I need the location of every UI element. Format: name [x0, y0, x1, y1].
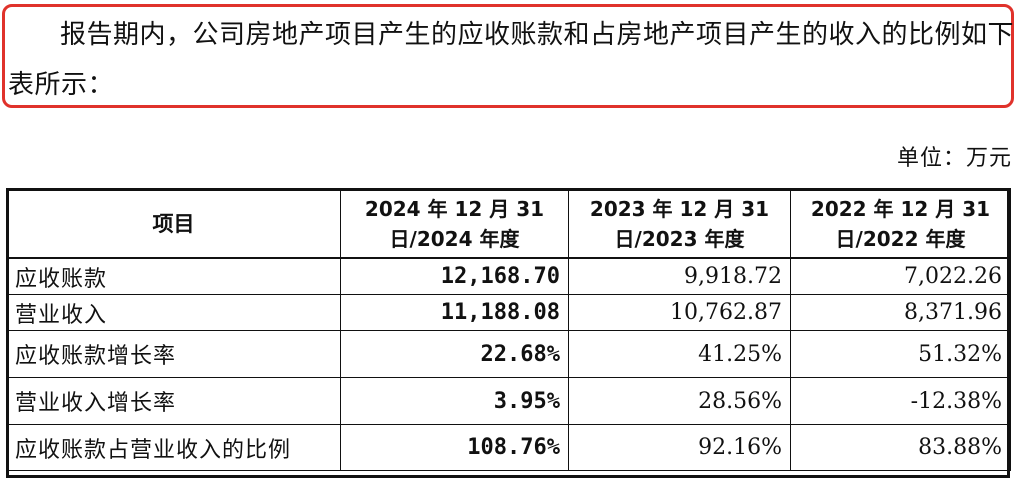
cell-2024: 108.76%	[340, 424, 569, 471]
intro-paragraph: 报告期内，公司房地产项目产生的应收账款和占房地产项目产生的收入的比例如下表所示：	[8, 20, 1015, 100]
cell-2022: 83.88%	[790, 424, 1011, 471]
table-row: 应收账款 12,168.70 9,918.72 7,022.26	[6, 258, 1011, 295]
cell-2023: 9,918.72	[568, 258, 791, 295]
row-label: 应收账款占营业收入的比例	[6, 424, 341, 471]
cell-2024: 12,168.70	[340, 258, 569, 295]
cell-2024: 11,188.08	[340, 294, 569, 331]
table-header-row: 项目 2024 年 12 月 31 日/2024 年度 2023 年 12 月 …	[6, 188, 1011, 259]
cell-2023: 10,762.87	[568, 294, 791, 331]
header-item: 项目	[6, 188, 341, 259]
table-row: 营业收入增长率 3.95% 28.56% -12.38%	[6, 377, 1011, 425]
table-row: 营业收入 11,188.08 10,762.87 8,371.96	[6, 294, 1011, 331]
table-row: 应收账款增长率 22.68% 41.25% 51.32%	[6, 330, 1011, 378]
cell-2022: 51.32%	[790, 330, 1011, 378]
row-label: 应收账款增长率	[6, 330, 341, 378]
cell-2024: 3.95%	[340, 377, 569, 425]
cell-2022: -12.38%	[790, 377, 1011, 425]
highlight-box	[2, 4, 1014, 108]
row-label: 营业收入	[6, 294, 341, 331]
row-label: 应收账款	[6, 258, 341, 295]
cell-2023: 41.25%	[568, 330, 791, 378]
cell-2023: 92.16%	[568, 424, 791, 471]
header-2024: 2024 年 12 月 31 日/2024 年度	[340, 188, 569, 259]
header-2023: 2023 年 12 月 31 日/2023 年度	[568, 188, 791, 259]
cell-2024: 22.68%	[340, 330, 569, 378]
cell-2022: 8,371.96	[790, 294, 1011, 331]
header-2022: 2022 年 12 月 31 日/2022 年度	[790, 188, 1011, 259]
unit-label: 单位：万元	[896, 146, 1012, 171]
table-row: 应收账款占营业收入的比例 108.76% 92.16% 83.88%	[6, 424, 1011, 471]
financial-table: 项目 2024 年 12 月 31 日/2024 年度 2023 年 12 月 …	[6, 188, 1011, 471]
cell-2022: 7,022.26	[790, 258, 1011, 295]
cell-2023: 28.56%	[568, 377, 791, 425]
row-label: 营业收入增长率	[6, 377, 341, 425]
